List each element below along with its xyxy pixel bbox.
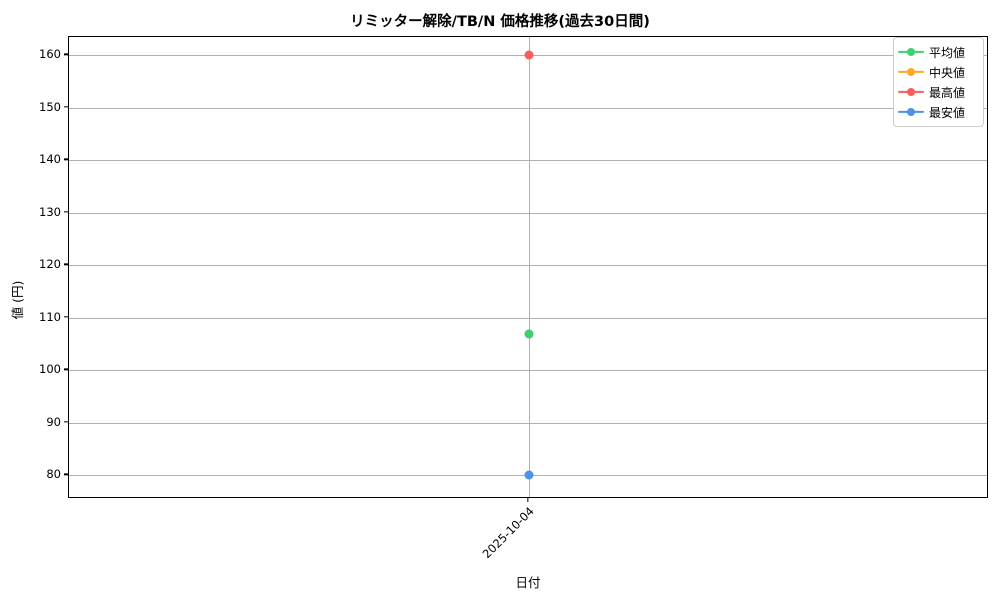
- legend-label: 最安値: [929, 105, 966, 120]
- legend-dot-icon: [907, 88, 915, 96]
- legend-dot-icon: [907, 108, 915, 116]
- gridline-horizontal: [69, 212, 987, 214]
- legend-item-平均値[interactable]: 平均値: [898, 42, 978, 62]
- y-tick-label: 90: [46, 414, 61, 429]
- chart-legend[interactable]: 平均値中央値最高値最安値: [893, 37, 984, 127]
- chart-title: リミッター解除/TB/N 価格推移(過去30日間): [350, 14, 650, 30]
- y-tick-label: 110: [39, 309, 61, 324]
- legend-label: 最高値: [929, 85, 966, 100]
- y-tick-mark: [64, 106, 68, 108]
- y-tick-label: 100: [39, 362, 61, 377]
- y-tick-mark: [64, 473, 68, 476]
- legend-item-最安値[interactable]: 最安値: [898, 102, 978, 122]
- y-tick-mark: [64, 263, 68, 266]
- legend-label: 平均値: [929, 45, 966, 60]
- legend-marker-icon: [898, 106, 924, 118]
- legend-marker-icon: [898, 66, 924, 78]
- y-tick-mark: [64, 158, 68, 161]
- gridline-horizontal: [69, 160, 987, 162]
- data-point-最安値: [524, 470, 534, 480]
- y-tick-mark: [64, 368, 68, 371]
- legend-dot-icon: [907, 68, 915, 76]
- y-tick-mark: [64, 211, 68, 213]
- data-point-平均値: [524, 329, 534, 339]
- y-tick-mark: [64, 421, 68, 423]
- y-tick-label: 160: [39, 47, 61, 62]
- y-tick-mark: [64, 316, 68, 318]
- gridline-horizontal: [69, 370, 987, 372]
- legend-marker-icon: [898, 86, 924, 98]
- legend-dot-icon: [907, 48, 915, 56]
- legend-item-最高値[interactable]: 最高値: [898, 82, 978, 102]
- y-tick-label: 140: [39, 152, 61, 167]
- data-point-最高値: [524, 50, 534, 60]
- y-tick-label: 150: [39, 99, 61, 114]
- y-axis-label: 値 (円): [9, 280, 25, 320]
- x-axis-label: 日付: [515, 575, 541, 590]
- gridline-horizontal: [69, 265, 987, 267]
- gridline-vertical: [529, 37, 530, 497]
- legend-item-中央値[interactable]: 中央値: [898, 62, 978, 82]
- y-tick-mark: [64, 53, 68, 56]
- plot-area: [68, 36, 988, 498]
- gridline-horizontal: [69, 107, 987, 109]
- y-tick-label: 120: [39, 257, 61, 272]
- plot-inner: [69, 37, 987, 497]
- gridline-horizontal: [69, 422, 987, 424]
- gridline-horizontal: [69, 317, 987, 319]
- legend-label: 中央値: [929, 65, 966, 80]
- y-tick-label: 130: [39, 204, 61, 219]
- y-tick-label: 80: [46, 467, 61, 482]
- x-tick-label: 2025-10-04: [479, 504, 537, 562]
- legend-marker-icon: [898, 46, 924, 58]
- x-tick-mark: [527, 498, 529, 502]
